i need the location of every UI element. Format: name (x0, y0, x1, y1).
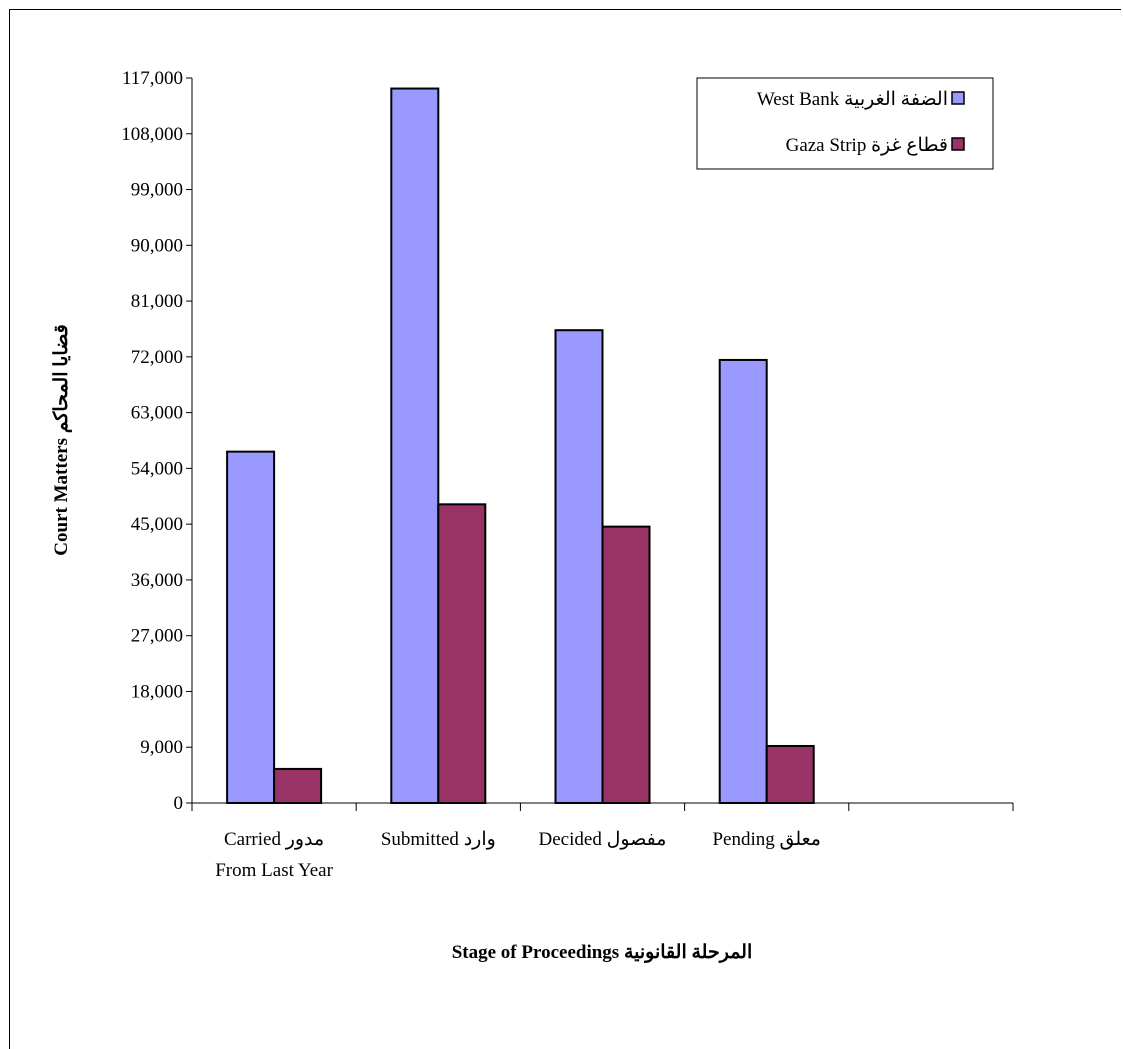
legend-swatch (951, 137, 965, 151)
bar-gaza-strip (273, 767, 323, 805)
bar-gaza-strip (765, 744, 815, 805)
legend-label: West Bank الضفة الغربية (757, 89, 948, 110)
legend-box (696, 77, 994, 170)
bar-gaza-strip (601, 525, 651, 805)
x-category-label: Pending معلق (712, 829, 821, 850)
x-axis-title: Stage of Proceedings المرحلة القانونية (452, 942, 753, 963)
y-tick-label: 54,000 (131, 458, 183, 479)
bar-west-bank (226, 450, 276, 804)
x-category-label: Submitted وارد (381, 829, 496, 850)
y-tick-label: 117,000 (122, 68, 183, 89)
y-tick-label: 18,000 (131, 681, 183, 702)
y-tick-label: 108,000 (121, 124, 183, 145)
bar-west-bank (554, 329, 604, 804)
x-category-label: Decided مفصول (539, 829, 667, 850)
bar-west-bank (718, 358, 768, 804)
y-tick-label: 90,000 (131, 235, 183, 256)
legend-label: Gaza Strip قطاع غزة (786, 135, 948, 156)
y-tick-label: 27,000 (131, 626, 183, 647)
bar-gaza-strip (437, 503, 487, 804)
x-category-label: Carried مدور (224, 829, 324, 850)
y-tick-label: 0 (174, 793, 184, 814)
y-tick-label: 72,000 (131, 347, 183, 368)
x-category-label: From Last Year (215, 860, 333, 881)
y-tick-label: 81,000 (131, 291, 183, 312)
bars (226, 87, 815, 805)
bar-west-bank (390, 87, 440, 805)
legend: West Bank الضفة الغربية Gaza Strip قطاع غ… (696, 77, 994, 170)
y-tick-label: 45,000 (131, 514, 183, 535)
y-tick-label: 36,000 (131, 570, 183, 591)
y-tick-label: 9,000 (140, 737, 183, 758)
chart-frame (9, 9, 1121, 1049)
y-tick-label: 99,000 (131, 180, 183, 201)
y-tick-label: 63,000 (131, 403, 183, 424)
legend-swatch (951, 91, 965, 105)
axes: 0 9,000 18,000 27,000 36,000 45,000 54,000 63,0… (121, 68, 1014, 881)
y-axis-title: Court Matters قضايا المحاكم (51, 324, 72, 555)
